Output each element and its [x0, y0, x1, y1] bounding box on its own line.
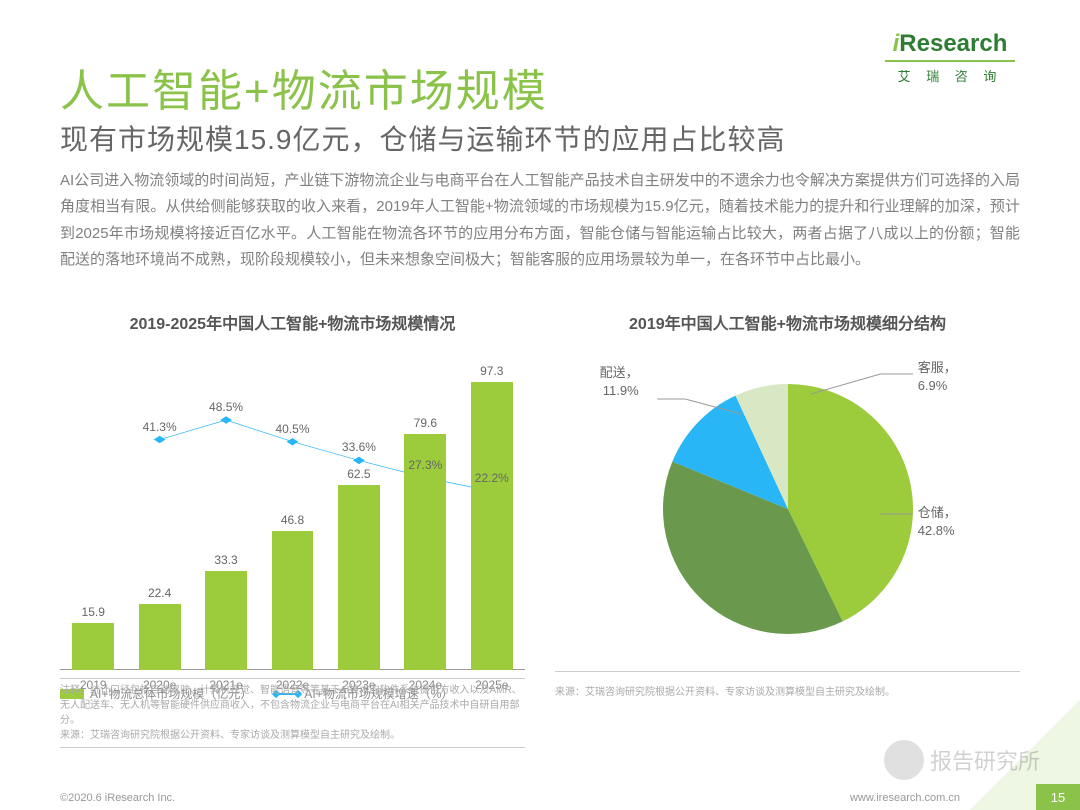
- line-value-label: 41.3%: [143, 420, 177, 434]
- combo-chart-title: 2019-2025年中国人工智能+物流市场规模情况: [60, 310, 525, 334]
- page-number: 15: [1036, 784, 1080, 810]
- combo-chart-area: 15.9201922.42020e33.32021e46.82022e62.52…: [60, 344, 525, 760]
- pie-slice-label: 配送，11.9%: [600, 364, 639, 400]
- bar-value-label: 46.8: [268, 513, 318, 527]
- bar-value-label: 62.5: [334, 467, 384, 481]
- pie-chart-column: 2019年中国人工智能+物流市场规模细分结构 来源：艾瑞咨询研究院根据公开资料、…: [555, 310, 1020, 760]
- pie-slice-label: 运输，38.4%: [684, 604, 723, 640]
- bar-value-label: 33.3: [201, 553, 251, 567]
- body-paragraph: AI公司进入物流领域的时间尚短，产业链下游物流企业与电商平台在人工智能产品技术自…: [60, 168, 1020, 273]
- line-value-label: 48.5%: [209, 400, 243, 414]
- bar-value-label: 97.3: [467, 364, 517, 378]
- combo-footnote: 注释：统计口径包括自动驾驶、计算机视觉、智能语音等等基于AI技术的软件系统提供方…: [60, 683, 525, 748]
- page-subtitle: 现有市场规模15.9亿元，仓储与运输环节的应用占比较高: [60, 118, 786, 158]
- combo-chart-column: 2019-2025年中国人工智能+物流市场规模情况 15.9201922.420…: [60, 310, 525, 760]
- bar-value-label: 15.9: [68, 605, 118, 619]
- pie-chart-title: 2019年中国人工智能+物流市场规模细分结构: [555, 310, 1020, 334]
- watermark-avatar-icon: [884, 740, 924, 780]
- page-title: 人工智能+物流市场规模: [60, 55, 548, 119]
- brand-logo: iResearch 艾 瑞 咨 询: [880, 30, 1020, 85]
- pie-source: 来源：艾瑞咨询研究院根据公开资料、专家访谈及测算模型自主研究及绘制。: [555, 685, 1020, 700]
- logo-sub: 艾 瑞 咨 询: [880, 66, 1020, 85]
- bar: [272, 531, 314, 670]
- line-value-label: 27.3%: [408, 458, 442, 472]
- bar: [471, 382, 513, 670]
- bar: [139, 604, 181, 670]
- line-value-label: 33.6%: [342, 440, 376, 454]
- bar-value-label: 79.6: [400, 416, 450, 430]
- copyright-right: www.iresearch.com.cn: [850, 792, 960, 804]
- line-value-label: 22.2%: [475, 471, 509, 485]
- copyright-left: ©2020.6 iResearch Inc.: [60, 792, 175, 804]
- watermark-text: 报告研究所: [930, 744, 1040, 776]
- bar: [338, 485, 380, 670]
- pie-slice-label: 客服，6.9%: [918, 359, 957, 395]
- bar: [205, 571, 247, 670]
- watermark: 报告研究所: [884, 740, 1040, 780]
- bar-value-label: 22.4: [135, 586, 185, 600]
- bar: [72, 623, 114, 670]
- line-value-label: 40.5%: [275, 422, 309, 436]
- pie-slice-label: 仓储，42.8%: [918, 504, 957, 540]
- pie-chart-area: 来源：艾瑞咨询研究院根据公开资料、专家访谈及测算模型自主研究及绘制。 仓储，42…: [555, 344, 1020, 760]
- logo-rest: Research: [899, 30, 1007, 57]
- charts-row: 2019-2025年中国人工智能+物流市场规模情况 15.9201922.420…: [60, 310, 1020, 760]
